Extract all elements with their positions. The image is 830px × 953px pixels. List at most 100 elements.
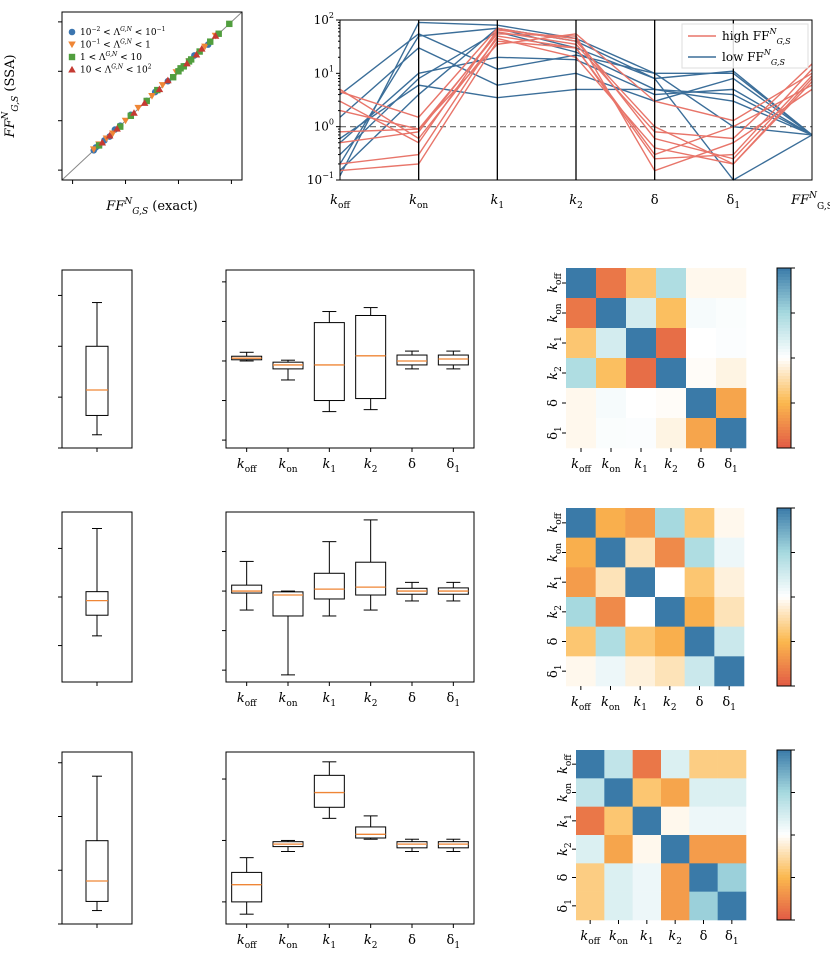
heatmap-cell — [655, 567, 685, 598]
heatmap-cell — [632, 806, 662, 836]
legend-marker — [68, 41, 76, 49]
sensitivity-box — [437, 838, 469, 853]
colorbar-segment — [777, 629, 791, 634]
colorbar-segment — [777, 394, 791, 398]
x-category-label: δ1 — [724, 457, 738, 475]
colorbar-segment — [777, 274, 791, 278]
heatmap-cell — [661, 806, 690, 836]
heatmap-cell — [604, 891, 633, 921]
colorbar-segment — [777, 752, 791, 757]
y-category-label: kon — [556, 783, 574, 802]
heatmap-cell — [625, 537, 656, 568]
heatmap-cell — [684, 597, 715, 627]
x-category-label: kon — [278, 933, 297, 951]
colorbar-segment — [777, 854, 791, 859]
colorbar-segment — [777, 301, 791, 305]
x-category-label: k2 — [668, 929, 682, 947]
y-category-label: k1 — [556, 814, 574, 828]
heatmap-cell — [626, 328, 657, 359]
colorbar-segment — [777, 564, 791, 568]
colorbar-segment — [777, 531, 791, 536]
colorbar-segment — [777, 421, 791, 425]
colorbar-segment — [777, 552, 791, 556]
heatmap-cell — [596, 268, 627, 299]
colorbar-segment — [777, 364, 791, 368]
iqr-box — [313, 572, 345, 600]
legend-marker — [68, 28, 76, 36]
colorbar-segment — [777, 775, 791, 779]
heatmap-cell — [716, 268, 747, 299]
sensitivity-box — [396, 838, 428, 853]
colorbar-segment — [777, 769, 791, 774]
colorbar-segment — [777, 415, 791, 419]
colorbar-segment — [777, 513, 791, 518]
heatmap-cell — [716, 388, 747, 419]
heatmap-cell — [595, 537, 626, 568]
colorbar-segment — [777, 400, 791, 404]
scatter-point — [109, 130, 117, 138]
colorbar-segment — [777, 656, 791, 660]
x-category-label: δ — [408, 691, 416, 706]
sensitivity-box — [437, 581, 469, 602]
colorbar-segment — [777, 829, 791, 833]
colorbar-segment — [777, 801, 791, 805]
sensitivity-box — [355, 519, 387, 611]
heatmap-cell — [566, 567, 596, 598]
scatter-point — [105, 131, 114, 139]
colorbar-segment — [777, 298, 791, 302]
axes-frame — [225, 511, 475, 683]
heatmap-cell — [686, 268, 717, 299]
legend-box — [681, 23, 809, 69]
heatmap-cell — [632, 750, 662, 779]
colorbar-segment — [777, 516, 791, 521]
colorbar-segment — [777, 319, 791, 323]
y-category-label: δ — [546, 637, 561, 645]
heatmap-cell — [717, 863, 747, 892]
colorbar-segment — [777, 677, 791, 681]
heatmap-cell — [604, 863, 633, 892]
colorbar-segment — [777, 534, 791, 539]
x-category-label: k1 — [323, 457, 337, 475]
heatmap-cell — [566, 597, 596, 627]
heatmap-cell — [717, 778, 747, 807]
x-category-label: δ1 — [447, 933, 461, 951]
colorbar-segment — [777, 352, 791, 356]
heatmap-cell — [656, 358, 687, 389]
colorbar-segment — [777, 277, 791, 281]
x-category-label: k1 — [640, 929, 654, 947]
sensitivity-box — [313, 311, 345, 413]
x-category-label: kon — [278, 457, 297, 475]
heatmap-cell — [717, 750, 747, 779]
colorbar-segment — [777, 877, 791, 881]
colorbar-segment — [777, 271, 791, 275]
iqr-box — [437, 354, 469, 366]
sensitivity-box — [396, 581, 428, 602]
scatter-point — [164, 76, 172, 84]
colorbar-segment — [777, 602, 791, 607]
x-category-label: k1 — [323, 691, 337, 709]
heatmap-cell — [566, 268, 597, 299]
iqr-box — [231, 584, 263, 594]
colorbar-segment — [777, 781, 791, 785]
scatter-point — [211, 32, 220, 39]
colorbar-segment — [777, 555, 791, 559]
heatmap-cell — [689, 806, 718, 836]
heatmap-cell — [716, 298, 747, 329]
sensitivity-box — [313, 541, 345, 617]
colorbar-segment — [777, 445, 791, 449]
colorbar-segment — [777, 379, 791, 383]
colorbar-segment — [777, 665, 791, 669]
colorbar-segment — [777, 546, 791, 551]
iqr-box — [272, 591, 304, 617]
heatmap-cell — [566, 626, 596, 657]
colorbar-segment — [777, 795, 791, 799]
colorbar-segment — [777, 894, 791, 898]
colorbar-segment — [777, 597, 791, 601]
x-category-label: δ — [408, 457, 416, 472]
colorbar-segment — [777, 376, 791, 380]
colorbar-segment — [777, 358, 791, 362]
x-category-label: δ1 — [447, 457, 461, 475]
y-tick-label: 100 — [314, 118, 334, 134]
heatmap-cell — [717, 806, 747, 836]
heatmap-cell — [661, 863, 690, 892]
